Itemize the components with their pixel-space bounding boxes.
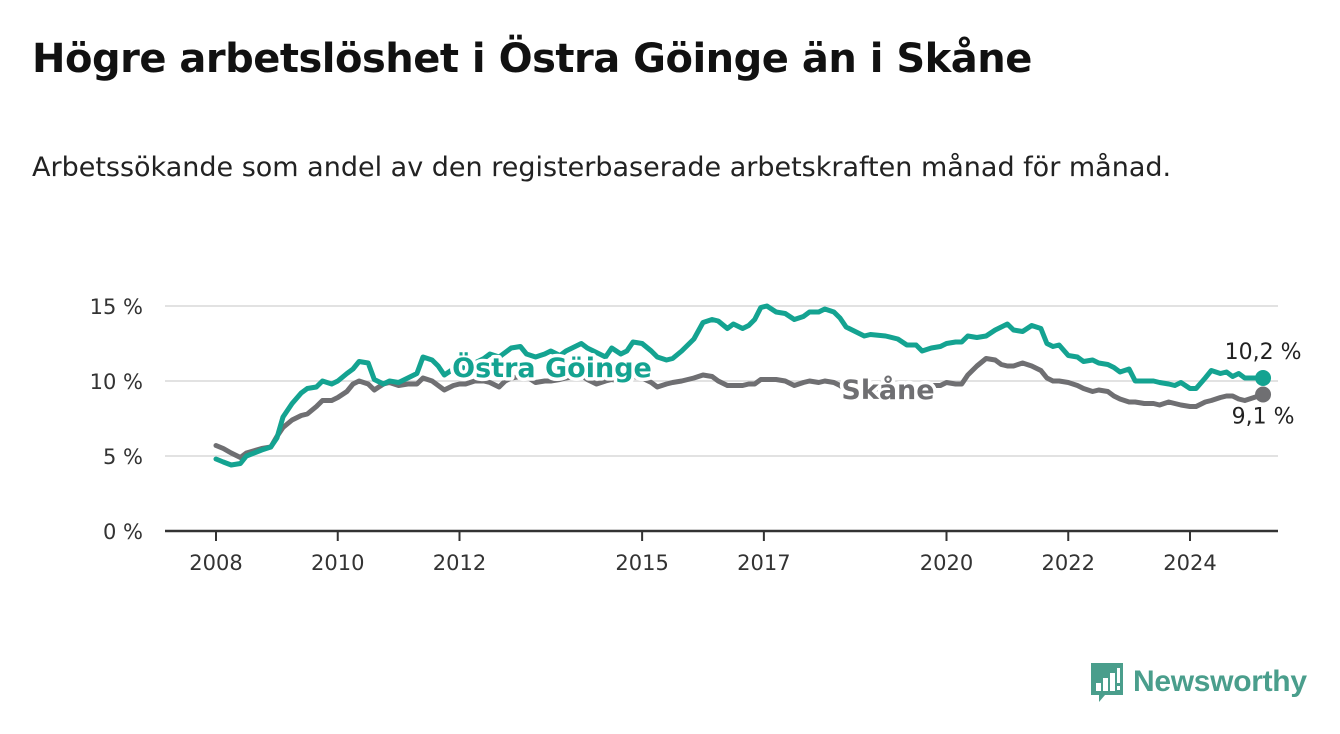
series-label-skane: Skåne (841, 374, 934, 406)
x-tick-label: 2012 (433, 551, 486, 575)
y-tick-label: 15 % (90, 295, 143, 319)
y-tick-label: 10 % (90, 370, 143, 394)
brand-logo[interactable]: Newsworthy (1089, 660, 1307, 704)
x-tick-label: 2022 (1042, 551, 1095, 575)
y-tick-label: 5 % (103, 445, 143, 469)
newsworthy-logo-icon (1091, 663, 1123, 702)
x-tick-label: 2010 (311, 551, 364, 575)
series-label-ostra-goinge: Östra Göinge (452, 351, 652, 384)
chart-subtitle: Arbetssökande som andel av den registerb… (32, 152, 1172, 183)
x-tick-label: 2008 (189, 551, 242, 575)
x-tick-label: 2017 (737, 551, 790, 575)
end-marker-ostra-goinge (1255, 370, 1272, 386)
page-title: Högre arbetslöshet i Östra Göinge än i S… (32, 36, 1032, 82)
brand-name: Newsworthy (1133, 665, 1307, 698)
end-value-label-skane: 9,1 % (1232, 405, 1295, 430)
y-tick-label: 0 % (103, 520, 143, 544)
end-marker-skane (1255, 386, 1272, 403)
x-tick-label: 2020 (920, 551, 973, 575)
series-line-ostra-goinge (213, 303, 1266, 468)
end-value-label-ostra-goinge: 10,2 % (1225, 340, 1302, 365)
x-tick-label: 2015 (615, 551, 668, 575)
x-tick-label: 2024 (1163, 551, 1216, 575)
